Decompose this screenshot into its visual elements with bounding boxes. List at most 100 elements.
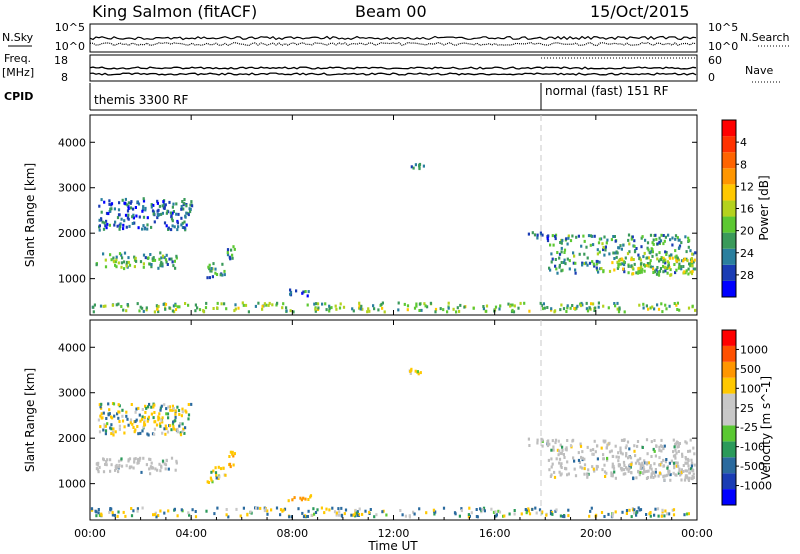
scatter-point [625,509,629,512]
scatter-point [642,306,645,310]
scatter-point [287,499,290,503]
scatter-point [337,507,340,511]
scatter-point [143,416,146,419]
scatter-point [648,250,651,254]
scatter-point [600,511,604,514]
scatter-point [674,271,677,275]
scatter-point [106,422,109,426]
power-colorbar-tick-label: 20 [740,225,754,238]
scatter-point [664,474,667,478]
scatter-point [664,261,667,265]
scatter-point [550,457,553,461]
scatter-point [592,452,595,456]
scatter-point [527,437,530,441]
scatter-point [662,458,665,462]
scatter-point [561,238,564,242]
scatter-point [181,407,184,411]
scatter-point [619,244,622,248]
scatter-point [447,306,450,310]
scatter-point [688,476,691,480]
scatter-point [97,461,100,465]
scatter-point [174,412,177,416]
scatter-point [520,512,523,516]
scatter-point [351,513,354,517]
velocity-colorbar-tick-label: -25 [740,421,758,434]
power-colorbar-tick-label: 16 [740,203,754,216]
scatter-point [622,267,625,271]
scatter-point [417,372,420,376]
scatter-point [127,201,130,205]
scatter-point [189,208,192,211]
scatter-point [159,264,162,268]
scatter-point [420,308,423,312]
scatter-point [651,305,654,309]
scatter-point [342,305,346,309]
scatter-point [690,467,693,471]
scatter-point [533,233,537,237]
power-colorbar-swatch [722,200,736,217]
scatter-point [105,460,108,463]
scatter-point [134,410,137,414]
scatter-point [688,467,691,471]
scatter-point [593,439,596,443]
scatter-point [586,445,589,449]
scatter-point [621,510,624,514]
scatter-point [323,511,326,515]
scatter-point [662,464,666,468]
nsky-panel-frame [89,23,698,53]
scatter-point [617,262,620,266]
scatter-point [555,457,558,461]
scatter-point [150,203,153,207]
scatter-point [126,417,129,421]
scatter-point [639,457,642,461]
scatter-point [153,403,156,407]
scatter-point [635,271,638,275]
scatter-point [541,444,544,448]
scatter-point [216,306,219,310]
scatter-point [651,250,654,254]
scatter-point [560,466,563,469]
scatter-point [135,418,138,422]
scatter-point [636,271,640,275]
scatter-point [138,458,141,462]
scatter-point [161,459,165,463]
scatter-point [615,455,618,459]
scatter-point [662,264,665,268]
scatter-point [304,497,307,501]
velocity-colorbar-frame [721,329,737,506]
scatter-point [157,418,160,422]
scatter-point [263,509,266,513]
scatter-point [426,305,429,309]
scatter-point [498,510,502,514]
scatter-point [127,213,130,217]
scatter-point [658,236,661,240]
scatter-point [164,258,168,262]
scatter-point [399,509,402,512]
scatter-point [659,239,663,243]
scatter-point [687,236,690,240]
scatter-point [163,256,166,260]
scatter-point [633,511,636,515]
scatter-point [546,239,550,243]
scatter-point [173,310,176,314]
scatter-point [119,222,122,226]
scatter-point [149,472,152,476]
scatter-point [175,212,178,216]
scatter-point [673,463,676,467]
scatter-point [104,462,107,466]
scatter-point [647,307,650,311]
scatter-point [560,246,563,250]
scatter-point [105,463,108,467]
scatter-point [97,511,100,515]
scatter-point [340,514,344,518]
scatter-point [142,199,146,203]
scatter-point [140,470,143,474]
scatter-point [121,198,124,202]
scatter-point [665,458,668,461]
scatter-point [525,511,528,515]
scatter-point [110,207,113,211]
scatter-point [170,228,173,232]
scatter-point [563,248,567,252]
power-colorbar-tick-label: 4 [740,136,747,149]
scatter-point [640,265,643,269]
